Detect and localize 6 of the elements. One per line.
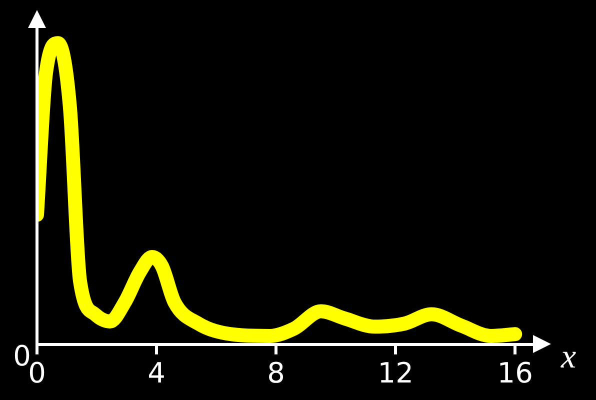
x-tick-label: 4 — [148, 356, 166, 390]
x-axis-title: x — [560, 338, 576, 376]
x-tick-label: 16 — [497, 356, 533, 390]
x-tick-label: 8 — [267, 356, 285, 390]
x-tick-label: 12 — [378, 356, 414, 390]
x-tick-label: 0 — [28, 356, 46, 390]
